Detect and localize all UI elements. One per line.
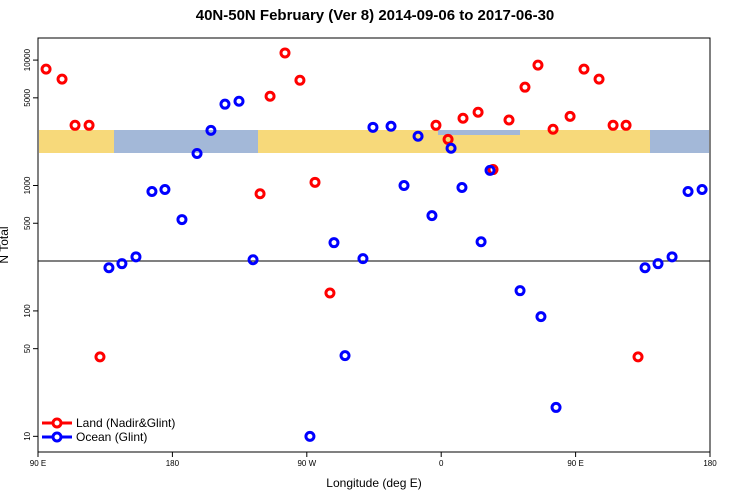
point <box>339 350 351 362</box>
point <box>116 258 128 270</box>
point <box>564 110 576 122</box>
point <box>607 119 619 131</box>
chart-title: 40N-50N February (Ver 8) 2014-09-06 to 2… <box>196 7 555 24</box>
point <box>620 119 632 131</box>
x-tick-label: 180 <box>703 459 717 468</box>
x-tick-label: 0 <box>439 459 444 468</box>
point <box>666 251 678 263</box>
point <box>146 186 158 198</box>
point <box>445 142 457 154</box>
y-tick-label: 1000 <box>23 176 32 194</box>
point <box>309 176 321 188</box>
legend-label: Ocean (Glint) <box>76 430 147 444</box>
legend-label: Land (Nadir&Glint) <box>76 416 175 430</box>
point <box>426 210 438 222</box>
point <box>639 262 651 274</box>
point <box>205 124 217 136</box>
point <box>176 214 188 226</box>
x-tick-label: 90 E <box>567 459 583 468</box>
y-tick-label: 10 <box>23 431 32 440</box>
y-tick-label: 10000 <box>23 48 32 71</box>
point <box>94 351 106 363</box>
point <box>159 184 171 196</box>
point <box>247 254 259 266</box>
point <box>294 74 306 86</box>
point <box>535 311 547 323</box>
point <box>519 81 531 93</box>
point <box>357 253 369 265</box>
point <box>83 119 95 131</box>
x-tick-label: 180 <box>166 459 180 468</box>
y-tick-label: 5000 <box>23 88 32 106</box>
point <box>682 186 694 198</box>
point <box>430 119 442 131</box>
point <box>503 114 515 126</box>
point <box>279 47 291 59</box>
point <box>484 164 496 176</box>
point <box>40 63 52 75</box>
point <box>457 112 469 124</box>
point <box>233 95 245 107</box>
point <box>328 237 340 249</box>
point <box>191 147 203 159</box>
point <box>632 351 644 363</box>
point <box>593 73 605 85</box>
y-tick-label: 50 <box>23 344 32 353</box>
point <box>385 120 397 132</box>
point <box>367 121 379 133</box>
point <box>254 188 266 200</box>
y-tick-label: 100 <box>23 304 32 318</box>
point <box>304 430 316 442</box>
legend-marker <box>51 417 63 429</box>
point <box>69 119 81 131</box>
point <box>103 262 115 274</box>
point <box>578 63 590 75</box>
point <box>475 236 487 248</box>
point <box>56 73 68 85</box>
x-tick-label: 90 E <box>30 459 46 468</box>
point <box>456 181 468 193</box>
point <box>412 130 424 142</box>
point <box>652 258 664 270</box>
point <box>398 179 410 191</box>
map-strip <box>39 130 709 153</box>
point <box>219 98 231 110</box>
point <box>514 285 526 297</box>
point <box>442 133 454 145</box>
plot-frame <box>37 37 711 453</box>
point <box>472 106 484 118</box>
x-tick-label: 90 W <box>297 459 316 468</box>
point <box>532 59 544 71</box>
point <box>264 90 276 102</box>
point <box>130 251 142 263</box>
point <box>550 401 562 413</box>
point <box>547 123 559 135</box>
point <box>696 184 708 196</box>
y-tick-label: 500 <box>23 216 32 230</box>
point <box>324 287 336 299</box>
x-axis-label: Longitude (deg E) <box>326 476 421 490</box>
legend-marker <box>51 431 63 443</box>
y-axis-label: N Total <box>0 226 11 263</box>
